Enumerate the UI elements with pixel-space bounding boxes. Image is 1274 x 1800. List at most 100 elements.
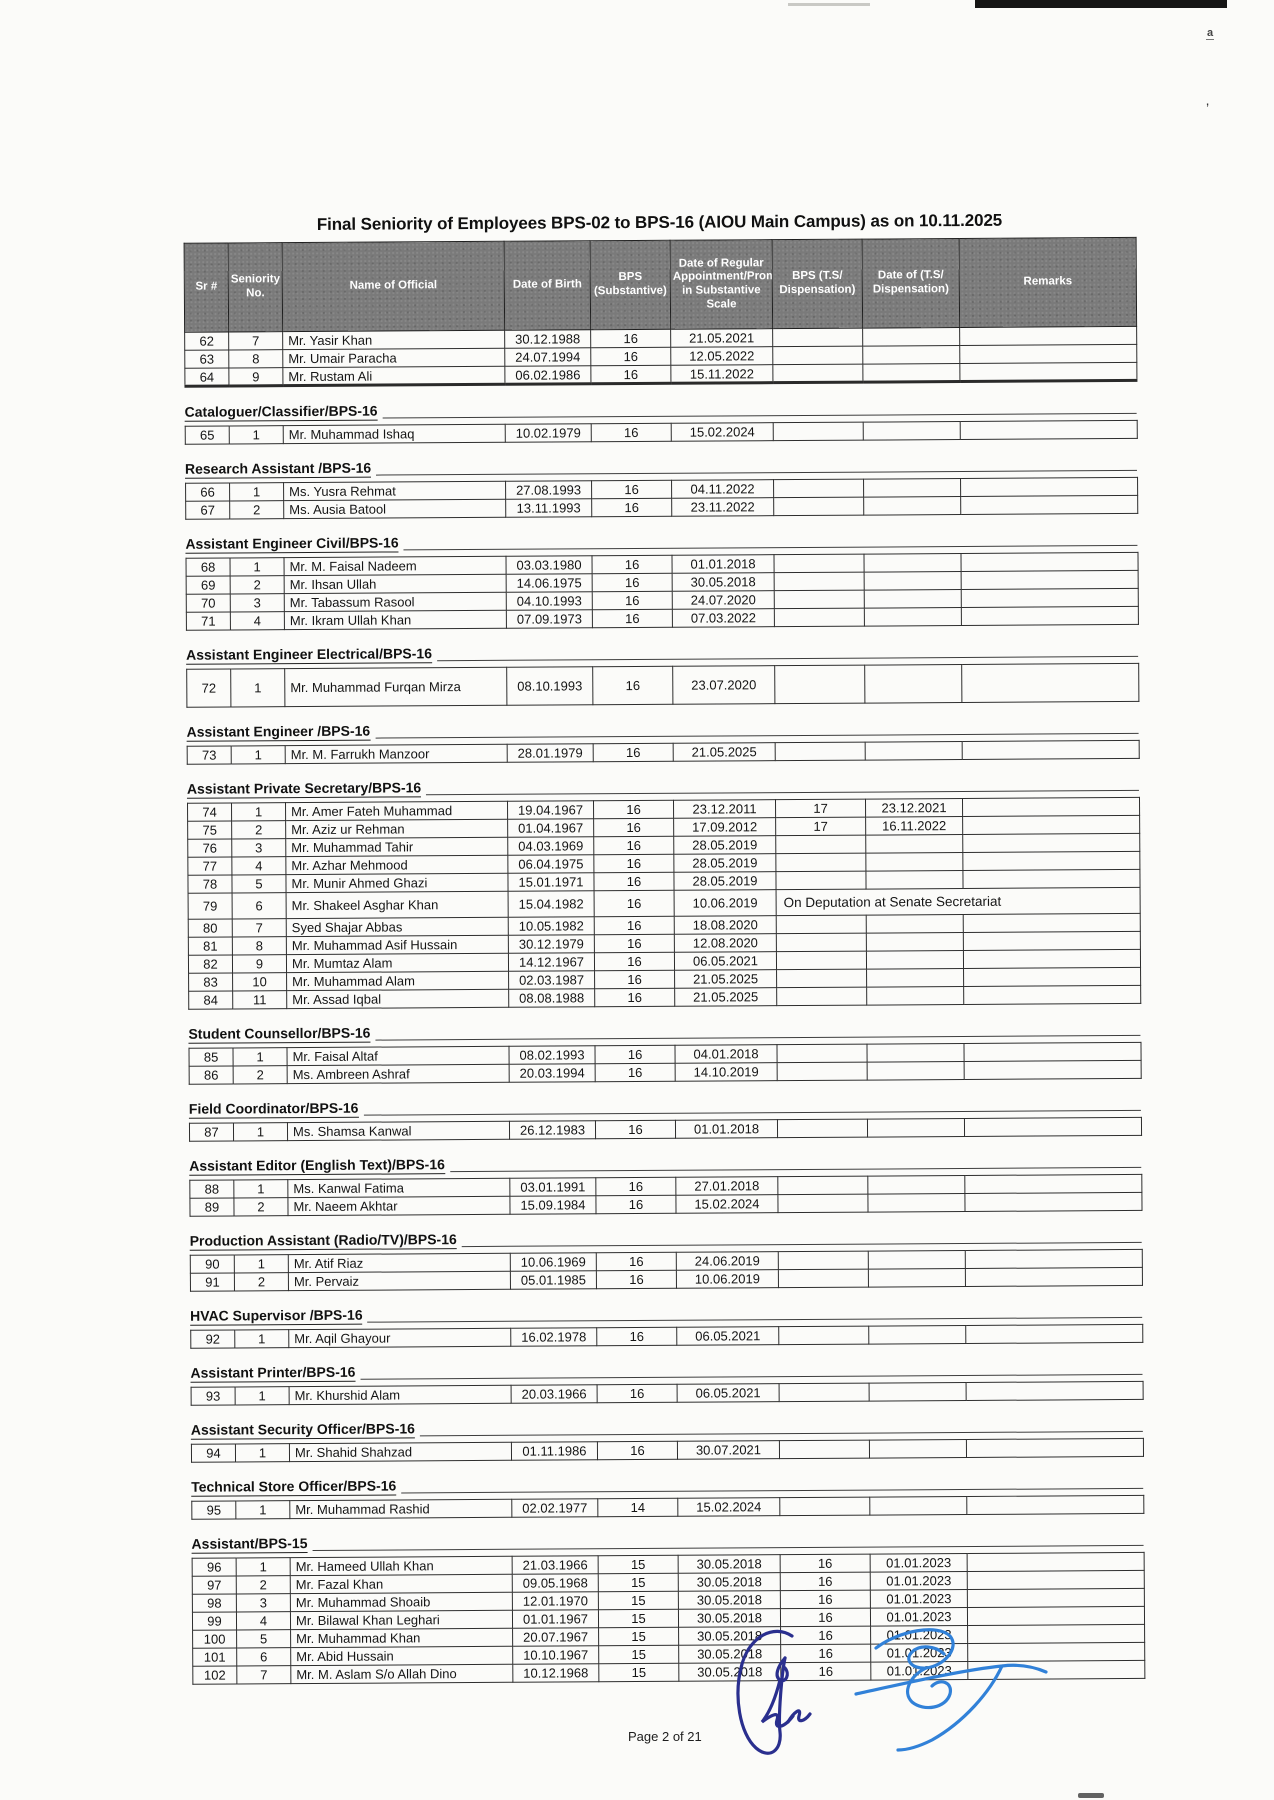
section-heading-label: Student Counsellor/BPS-16 [188, 1024, 371, 1044]
cell-bps-ts-dispensation [775, 835, 866, 854]
cell-date-ts-dispensation [865, 834, 963, 854]
seniority-table: 72 1 Mr. Muhammad Furqan Mirza 08.10.1993 16… [186, 662, 1140, 708]
cell-name: Mr. Aqil Ghayour [288, 1328, 511, 1348]
column-header: BPS (Substantive) [590, 240, 671, 330]
cell-bps-substantive: 16 [594, 916, 675, 935]
cell-seniority-no: 1 [231, 745, 286, 764]
cell-date-regular-appointment: 15.11.2022 [670, 364, 773, 384]
cell-bps-substantive: 16 [595, 1177, 676, 1196]
cell-bps-ts-dispensation [776, 1044, 868, 1063]
cell-sr: 94 [191, 1443, 236, 1463]
cell-remarks [963, 931, 1141, 951]
cell-sr: 79 [188, 892, 233, 920]
cell-date-ts-dispensation [866, 968, 964, 988]
section-heading-label: Assistant Editor (English Text)/BPS-16 [189, 1156, 445, 1176]
seniority-table: 87 1 Ms. Shamsa Kanwal 26.12.1983 16 01.01.20… [188, 1116, 1143, 1142]
cell-bps-substantive: 15 [598, 1555, 679, 1574]
section-technical-store-officer-bps-16: Technical Store Officer/BPS-16 95 1 Mr. Muh… [191, 1475, 1145, 1520]
cell-bps-ts-dispensation: 17 [775, 799, 866, 818]
cell-date-ts-dispensation [864, 571, 962, 591]
cell-bps-substantive: 16 [594, 1045, 676, 1064]
cell-bps-ts-dispensation: 16 [780, 1644, 871, 1663]
cell-name: Ms. Kanwal Fatima [287, 1178, 510, 1198]
cell-remarks [963, 985, 1141, 1005]
cell-date-regular-appointment: 28.05.2019 [673, 853, 776, 873]
cell-seniority-no: 2 [230, 575, 285, 594]
cell-date-ts-dispensation [866, 986, 964, 1006]
column-header: Date of (T.S/ Dispensation) [862, 238, 960, 329]
cell-bps-ts-dispensation [779, 1383, 870, 1402]
cell-date-of-birth: 14.06.1975 [506, 573, 593, 593]
cell-date-regular-appointment: 21.05.2025 [673, 742, 776, 762]
cell-name: Mr. Ihsan Ullah [284, 574, 507, 594]
cell-date-of-birth: 10.10.1967 [512, 1645, 599, 1665]
cell-remarks [959, 344, 1137, 364]
cell-bps-substantive: 16 [594, 890, 675, 917]
cell-date-of-birth: 20.03.1994 [509, 1063, 596, 1083]
cell-seniority-no: 2 [236, 1575, 291, 1594]
cell-seniority-no: 3 [236, 1593, 291, 1612]
section-assistant-private-secretary-bps-16: Assistant Private Secretary/BPS-16 74 1 Mr.… [186, 777, 1142, 1010]
section-assistant-editor-english-text-bps-16: Assistant Editor (English Text)/BPS-16 88… [189, 1154, 1143, 1217]
cell-date-regular-appointment: 12.05.2022 [670, 346, 773, 366]
cell-date-regular-appointment: 01.01.2018 [671, 554, 775, 574]
cell-remarks [961, 663, 1139, 703]
cell-date-ts-dispensation: 01.01.2023 [870, 1553, 968, 1573]
column-header: Name of Official [282, 241, 505, 332]
cell-date-of-birth: 06.04.1975 [507, 854, 594, 874]
section-assistant-engineer-electrical-bps-16: Assistant Engineer Electrical/BPS-16 72 1 M… [186, 643, 1140, 708]
cell-date-regular-appointment: 30.05.2018 [678, 1554, 781, 1574]
cell-bps-ts-dispensation [778, 1251, 869, 1270]
cell-date-of-birth: 12.01.1970 [512, 1591, 599, 1611]
header-row: Sr # Seniority No. Name of Official Date of… [184, 237, 1137, 333]
cell-bps-ts-dispensation [779, 1497, 870, 1516]
section-heading-label: Assistant Printer/BPS-16 [190, 1363, 356, 1383]
seniority-table: 95 1 Mr. Muhammad Rashid 02.02.1977 14 15.02.… [191, 1494, 1145, 1520]
table-row: 94 1 Mr. Shahid Shahzad 01.11.1986 16 30.07.2… [191, 1438, 1144, 1463]
cell-date-ts-dispensation [864, 607, 962, 627]
cell-sr: 69 [186, 575, 231, 595]
cell-name: Mr. Hameed Ullah Khan [290, 1556, 513, 1576]
section-heading-label: HVAC Supervisor /BPS-16 [190, 1306, 363, 1326]
cell-date-ts-dispensation [863, 496, 961, 516]
cell-date-ts-dispensation [863, 478, 961, 498]
cell-name: Ms. Ambreen Ashraf [287, 1064, 510, 1084]
cell-date-of-birth: 19.04.1967 [507, 800, 594, 820]
section-heading-label: Technical Store Officer/BPS-16 [191, 1477, 397, 1497]
section-heading-label: Assistant/BPS-15 [191, 1535, 308, 1554]
cell-date-of-birth: 26.12.1983 [509, 1120, 596, 1140]
cell-sr: 72 [186, 668, 231, 708]
cell-bps-substantive: 16 [595, 1063, 676, 1082]
cell-date-regular-appointment: 30.05.2018 [678, 1626, 781, 1646]
cell-seniority-no: 1 [234, 1254, 289, 1273]
cell-date-regular-appointment: 06.05.2021 [676, 1326, 779, 1346]
cell-date-of-birth: 28.01.1979 [507, 743, 594, 763]
cell-bps-substantive: 16 [591, 423, 672, 442]
cell-date-ts-dispensation: 01.01.2023 [870, 1643, 968, 1663]
cell-date-regular-appointment: 27.01.2018 [675, 1176, 778, 1196]
seniority-table: 96 1 Mr. Hameed Ullah Khan 21.03.1966 15 30.0… [191, 1551, 1146, 1685]
section-heading-label: Production Assistant (Radio/TV)/BPS-16 [189, 1231, 457, 1251]
cell-remarks [963, 949, 1141, 969]
cell-date-regular-appointment: 15.02.2024 [671, 422, 774, 442]
cell-remarks [962, 833, 1140, 853]
cell-remarks [963, 1042, 1142, 1062]
cell-name: Ms. Ausia Batool [283, 499, 506, 519]
cell-date-regular-appointment: 06.05.2021 [674, 951, 777, 971]
cell-date-ts-dispensation [862, 327, 960, 347]
cell-remarks [967, 1624, 1145, 1644]
seniority-table: 90 1 Mr. Atif Riaz 10.06.1969 16 24.06.2019 91… [189, 1248, 1143, 1292]
cell-date-ts-dispensation [865, 852, 963, 872]
cell-seniority-no: 7 [228, 331, 283, 350]
seniority-table: 88 1 Ms. Kanwal Fatima 03.01.1991 16 27.01.20… [189, 1173, 1143, 1217]
cell-name: Mr. Fazal Khan [290, 1574, 513, 1594]
cell-date-of-birth: 07.09.1973 [506, 609, 593, 629]
cell-remarks [962, 740, 1140, 760]
cell-sr: 102 [192, 1665, 237, 1685]
cell-date-of-birth: 27.08.1993 [505, 480, 592, 500]
scan-artifact-speck [1078, 1793, 1104, 1798]
cell-bps-substantive: 16 [594, 934, 675, 953]
section-heading: Research Assistant /BPS-16 [184, 457, 1137, 479]
cell-sr: 97 [192, 1575, 237, 1595]
cell-sr: 100 [192, 1629, 237, 1649]
